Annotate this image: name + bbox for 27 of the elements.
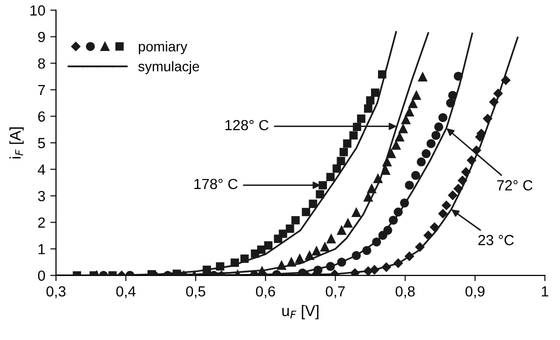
y-tick-label: 9 [38,32,45,42]
x-tick-label: 0,8 [396,286,415,298]
x-tick-label: 0,6 [256,286,276,298]
y-tick-label: 1 [38,244,45,254]
annotation: 128° C [225,120,268,130]
y-tick-label: 7 [38,85,45,96]
annotation: 178° C [194,178,238,190]
x-tick-label: 0,3 [46,286,66,298]
x-tick-label: 0,4 [116,286,136,298]
x-tick-label: 0,7 [326,286,345,298]
annotation: 72° C [497,180,532,190]
y-tick-label: 3 [38,190,45,202]
y-tick-label: 2 [38,217,45,228]
y-tick-label: 10 [30,5,46,16]
legend-label: pomiary [138,41,188,54]
x-tick-label: 1 [542,286,548,296]
y-tick-label: 6 [38,111,45,122]
y-tick-label: 4 [38,164,46,175]
y-tick-label: 8 [38,58,45,69]
x-tick-label: 0,9 [465,286,484,298]
legend-label: symulacje [138,61,200,74]
annotation: 23 °C [478,234,514,246]
x-axis-title: u$_{F}$ [V] [282,304,318,320]
y-tick-label: 5 [38,138,45,148]
x-tick-label: 0,5 [186,286,206,298]
y-axis-title: i$_{F}$ [A] [9,127,24,158]
y-tick-label: 0 [38,270,46,281]
